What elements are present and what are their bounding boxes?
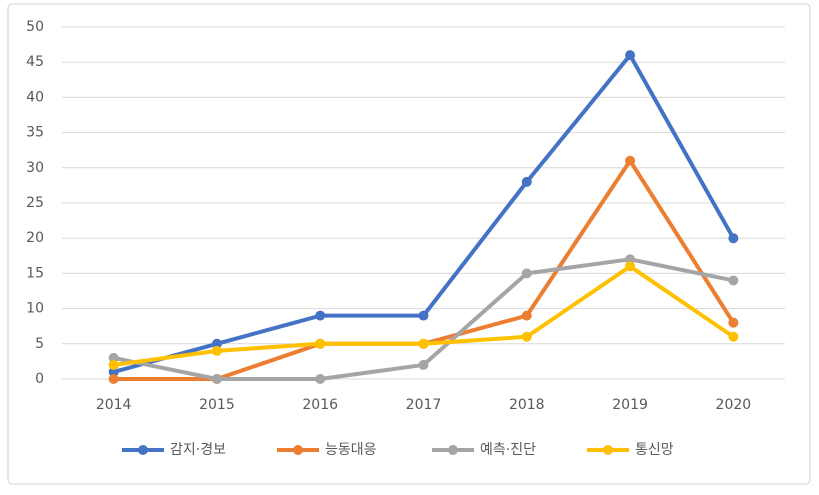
legend-label: 감지·경보 [170, 442, 226, 458]
data-point [315, 374, 326, 384]
data-point [108, 359, 119, 370]
data-point [728, 233, 739, 244]
x-tick-label: 2020 [716, 397, 752, 413]
legend-label: 능동대응 [325, 442, 377, 458]
data-point [728, 331, 739, 342]
y-tick-label: 30 [26, 160, 44, 176]
x-tick-label: 2019 [612, 397, 648, 413]
data-point [108, 366, 119, 377]
data-point [521, 310, 532, 321]
x-tick-label: 2018 [509, 397, 545, 413]
y-tick-label: 45 [26, 54, 44, 70]
legend-marker [293, 445, 303, 455]
data-point [315, 310, 326, 321]
data-point [625, 261, 636, 272]
data-point [211, 374, 222, 384]
y-tick-label: 20 [26, 230, 44, 246]
data-point [728, 275, 739, 286]
data-point [211, 338, 222, 349]
data-point [418, 359, 429, 370]
data-point [315, 338, 326, 349]
legend-marker [138, 445, 148, 455]
y-tick-label: 50 [26, 19, 44, 35]
data-point [625, 155, 636, 166]
y-tick-label: 0 [35, 371, 44, 387]
legend-marker [448, 445, 458, 455]
data-point [211, 345, 222, 356]
data-point [521, 331, 532, 342]
data-point [418, 310, 429, 321]
y-tick-label: 25 [26, 195, 44, 211]
data-point [418, 338, 429, 349]
y-tick-label: 35 [26, 125, 44, 141]
chart-frame [7, 3, 811, 485]
x-tick-label: 2016 [302, 397, 338, 413]
data-point [625, 254, 636, 265]
legend-label: 통신망 [635, 442, 674, 458]
legend-marker [603, 445, 613, 455]
legend-label: 예측·진단 [480, 442, 536, 458]
data-point [728, 317, 739, 328]
x-tick-label: 2014 [96, 397, 132, 413]
data-point [108, 352, 119, 363]
x-tick-label: 2017 [406, 397, 442, 413]
data-point [625, 50, 636, 61]
y-tick-label: 40 [26, 89, 44, 105]
data-point [521, 268, 532, 279]
data-point [108, 374, 119, 384]
y-tick-label: 5 [35, 336, 44, 352]
y-tick-label: 10 [26, 301, 44, 317]
x-tick-label: 2015 [199, 397, 235, 413]
data-point [521, 176, 532, 187]
y-tick-label: 15 [26, 265, 44, 281]
